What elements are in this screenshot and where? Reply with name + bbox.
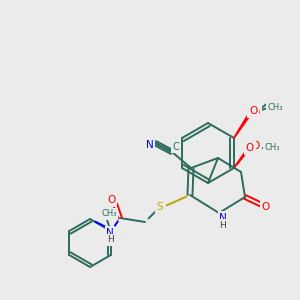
Text: S: S	[157, 202, 163, 212]
Text: O: O	[252, 108, 260, 118]
Text: H: H	[106, 236, 113, 244]
Text: CH₃: CH₃	[264, 143, 280, 152]
Text: N: N	[106, 228, 114, 238]
Text: O: O	[249, 106, 257, 116]
Text: O: O	[262, 202, 270, 212]
Text: O: O	[107, 195, 115, 205]
Text: O: O	[246, 143, 254, 153]
Text: N: N	[146, 140, 154, 150]
Text: H: H	[220, 220, 226, 230]
Text: N: N	[219, 213, 227, 223]
Text: O: O	[252, 141, 260, 151]
Text: O: O	[252, 107, 260, 117]
Text: CH₃: CH₃	[101, 209, 117, 218]
Text: CH₃: CH₃	[267, 103, 283, 112]
Text: C: C	[172, 142, 179, 152]
